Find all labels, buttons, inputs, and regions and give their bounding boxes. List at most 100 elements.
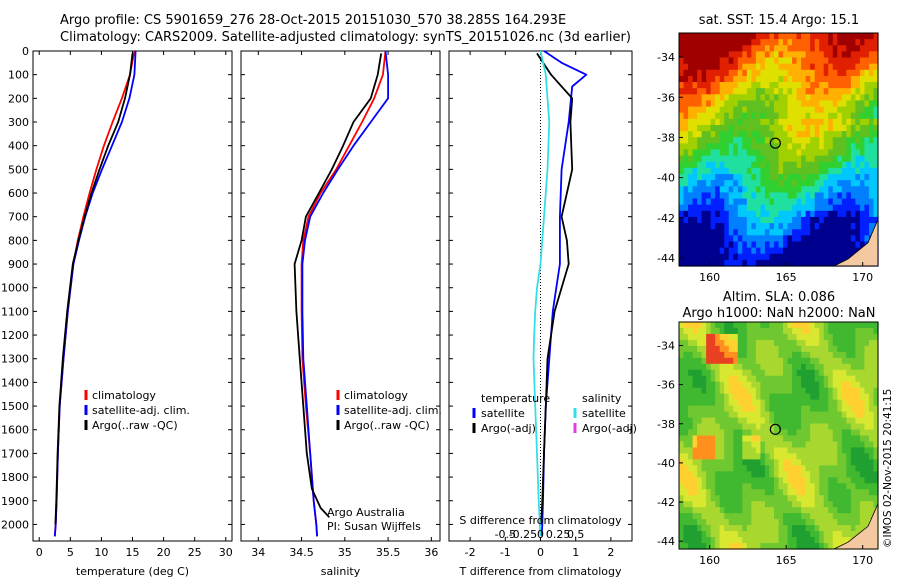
sla_map-cell [778, 447, 784, 455]
sst_map-cell [796, 235, 802, 243]
sst_map-cell [792, 33, 798, 40]
sla_map-cell [769, 447, 775, 455]
sla_map-cell [864, 411, 870, 419]
sst_map-cell [787, 186, 793, 194]
sst_map-cell [751, 118, 757, 126]
sst_map-cell [755, 124, 762, 132]
sst_map-cell [837, 39, 843, 46]
sla_map-cell [679, 435, 685, 443]
sla_map-cell [746, 417, 752, 425]
sla_map-cell [828, 363, 834, 371]
sla_map-cell [710, 429, 716, 437]
sla_map-cell [823, 381, 829, 389]
sst_map-cell [701, 235, 707, 243]
sst_map-xtick-label: 170 [852, 271, 873, 284]
sst_map-cell [773, 204, 780, 212]
sla_map-cell [783, 417, 789, 425]
sst_map-cell [764, 69, 771, 77]
sla_map-cell [773, 447, 780, 455]
sst_map-cell [814, 161, 820, 169]
sst_map-cell [864, 69, 870, 77]
sla_map-cell [733, 429, 739, 437]
sla_map-cell [742, 345, 748, 353]
sst_map-cell [846, 88, 852, 95]
sst_map-cell [764, 229, 771, 236]
sla_map-cell [868, 423, 875, 431]
sla_map-cell [697, 429, 703, 437]
sla_map-cell [841, 351, 847, 359]
sst_map-cell [764, 100, 771, 108]
sla_map-cell [760, 501, 766, 508]
sst_map-cell [710, 241, 716, 249]
sst_map-cell [787, 216, 793, 224]
sla_map-cell [697, 453, 703, 460]
sst_map-cell [728, 33, 734, 40]
sla_map-cell [850, 393, 856, 401]
sla_map-cell [751, 339, 757, 347]
sst_map-cell [710, 100, 716, 108]
sst_map-cell [737, 198, 743, 206]
sst_map-cell [837, 223, 843, 230]
sst_map-cell [719, 137, 725, 144]
sst_map-cell [742, 259, 748, 267]
sst_map-cell [805, 161, 811, 169]
sla_map-cell [719, 405, 725, 413]
sla_map-cell [728, 435, 734, 443]
sst_map-cell [683, 88, 689, 95]
sla_map-cell [679, 411, 685, 419]
sla_map-cell [692, 447, 698, 455]
sla_map-cell [810, 393, 816, 401]
sst_map-cell [819, 198, 825, 206]
sst_map-cell [764, 235, 771, 243]
sst_map-cell [823, 57, 829, 65]
sst_map-cell [868, 137, 875, 144]
sla_map-cell [764, 369, 771, 377]
sst_map-cell [683, 174, 689, 181]
sst_map-cell [769, 247, 775, 255]
sla_map-cell [796, 543, 802, 550]
sla_map-cell [733, 351, 739, 359]
sla_map-cell [859, 369, 866, 377]
sst_map-cell [733, 180, 739, 187]
sla_map-cell [805, 495, 811, 502]
sla_map-cell [841, 471, 847, 478]
sst_map-cell [828, 57, 834, 65]
sla_map-cell [850, 333, 856, 341]
sst_map-cell [692, 229, 698, 236]
sst_map-cell [796, 216, 802, 224]
sst_map-cell [832, 94, 838, 102]
sla_map-cell [764, 375, 771, 383]
sst_map-cell [764, 155, 771, 163]
sst_map-cell [706, 198, 712, 206]
sla_map-cell [751, 459, 757, 466]
sst_map-cell [859, 124, 866, 132]
sla_map-cell [828, 357, 834, 365]
sla_map-cell [810, 322, 816, 329]
sla_map-cell [737, 411, 743, 419]
sla_map-cell [733, 357, 739, 365]
sla_map-cell [792, 489, 798, 496]
sst_map-cell [706, 235, 712, 243]
sla_map-cell [832, 381, 838, 389]
sst_map-cell [755, 253, 762, 261]
sst_map-cell [692, 149, 698, 157]
sst_map-cell [828, 210, 834, 218]
sla_map-cell [832, 393, 838, 401]
sst_map-cell [692, 186, 698, 194]
sst_map-cell [764, 223, 771, 230]
sla_map-cell [715, 525, 721, 532]
sla_map-cell [688, 399, 694, 407]
sst_map-cell [819, 94, 825, 102]
temperature-ytick-label: 600 [8, 187, 29, 200]
sla_map-cell [710, 531, 716, 538]
sla_map-cell [805, 363, 811, 371]
sst_map-cell [724, 149, 730, 157]
sla_map-cell [819, 369, 825, 377]
sla_map-cell [755, 477, 762, 484]
sst_map-cell [846, 100, 852, 108]
sla_map-cell [737, 339, 743, 347]
sst_map-cell [706, 112, 712, 120]
sst_map-cell [715, 204, 721, 212]
diff-legend-sal-title: salinity [582, 392, 622, 405]
sla_map-cell [868, 447, 875, 455]
